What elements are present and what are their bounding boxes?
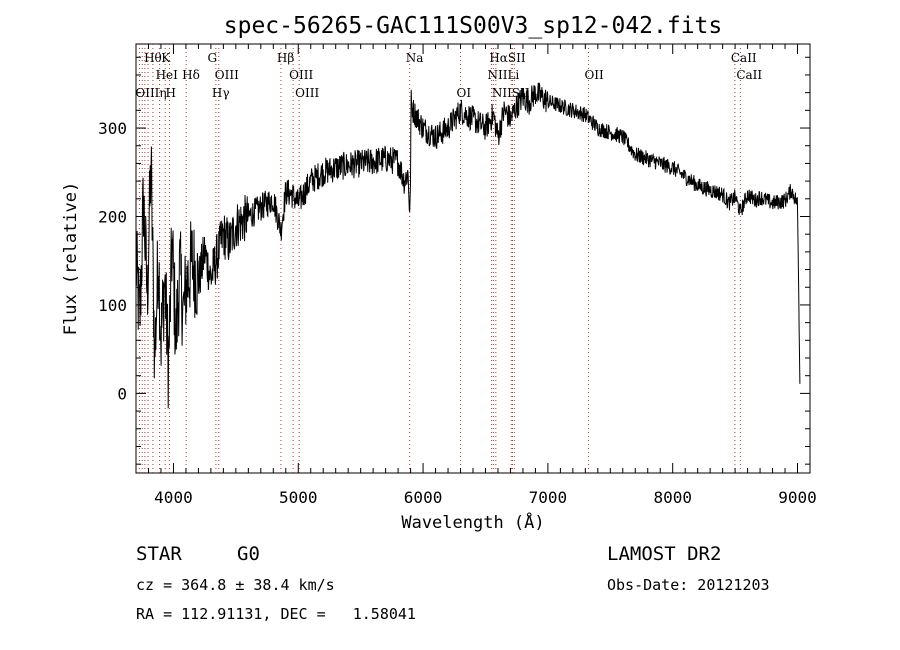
- x-tick-label: 4000: [154, 488, 193, 507]
- spectral-line-label: NIILi: [487, 68, 519, 82]
- spectral-line-label: HeI: [156, 68, 179, 82]
- spectral-line-label: Na: [406, 51, 424, 65]
- obs-date: Obs-Date: 20121203: [607, 576, 770, 594]
- x-tick-label: 9000: [778, 488, 817, 507]
- spectral-line-label: Hγ: [212, 86, 230, 100]
- spectral-line-label: HαSII: [489, 51, 526, 65]
- spectral-line-label: OI: [457, 86, 472, 100]
- spectral-line-label: Hθ: [144, 51, 162, 65]
- spectral-line-label: OIII: [295, 86, 319, 100]
- redshift-readout: cz = 364.8 ± 38.4 km/s: [136, 576, 335, 594]
- spectral-line-label: CaII: [736, 68, 762, 82]
- spectral-line-label: CaII: [731, 51, 757, 65]
- x-tick-label: 6000: [404, 488, 443, 507]
- y-tick-label: 0: [117, 384, 127, 403]
- object-subclass: G0: [237, 543, 260, 565]
- spectral-line-label: OIIIη: [135, 86, 166, 100]
- spectral-line-label: G: [208, 51, 218, 65]
- chart-title: spec-56265-GAC111S00V3_sp12-042.fits: [224, 13, 723, 39]
- y-tick-label: 100: [98, 296, 127, 315]
- y-tick-label: 300: [98, 119, 127, 138]
- y-tick-label: 200: [98, 207, 127, 226]
- spectral-line-label: H: [165, 86, 175, 100]
- spectrum-series-line: [136, 82, 801, 409]
- x-tick-label: 7000: [529, 488, 568, 507]
- spectral-line-label: OII: [584, 68, 604, 82]
- x-tick-label: 8000: [653, 488, 692, 507]
- spectral-line-label: Hδ: [182, 68, 200, 82]
- spectral-line-label: OIII: [289, 68, 313, 82]
- x-axis-label: Wavelength (Å): [401, 511, 544, 533]
- spectral-line-label: Hβ: [277, 51, 294, 65]
- y-axis-label: Flux (relative): [61, 182, 81, 336]
- survey-label: LAMOST DR2: [607, 543, 722, 565]
- x-tick-label: 5000: [279, 488, 318, 507]
- object-class: STAR: [136, 543, 182, 565]
- spectral-line-label: OIII: [215, 68, 239, 82]
- coordinates: RA = 112.91131, DEC = 1.58041: [136, 605, 416, 623]
- spectral-line-label: K: [161, 51, 171, 65]
